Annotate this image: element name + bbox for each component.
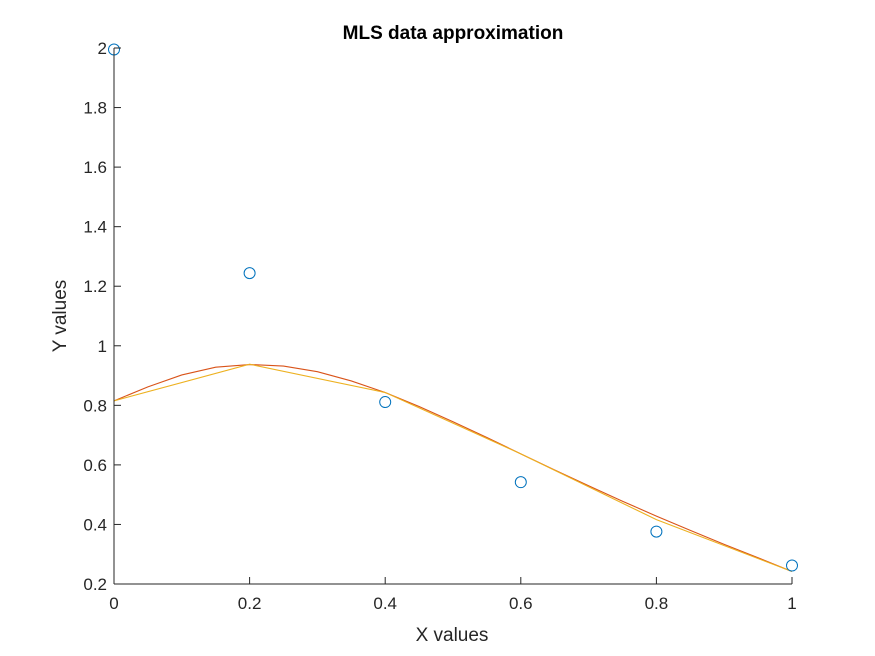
data-point — [514, 476, 527, 489]
x-axis-label: X values — [416, 625, 489, 646]
data-point — [379, 396, 392, 409]
x-tick-label: 0.2 — [238, 594, 262, 613]
series-line-1 — [113, 363, 793, 572]
x-tick-label: 0.6 — [509, 594, 533, 613]
y-tick-label: 0.2 — [83, 575, 107, 594]
y-tick-label: 2 — [98, 39, 107, 58]
data-point — [243, 267, 256, 280]
x-tick-label: 0 — [109, 594, 118, 613]
data-point — [650, 525, 663, 538]
y-axis-label: Y values — [50, 280, 71, 353]
x-tick-label: 1 — [787, 594, 796, 613]
x-axis: 0 0.2 0.4 0.6 0.8 1 — [109, 577, 797, 613]
y-axis: 0.2 0.4 0.6 0.8 1 1.2 1.4 1.6 1.8 2 — [83, 39, 121, 594]
x-tick-label: 0.8 — [645, 594, 669, 613]
y-tick-label: 0.8 — [83, 396, 107, 415]
chart-title: MLS data approximation — [343, 23, 564, 44]
y-tick-label: 0.6 — [83, 456, 107, 475]
data-point — [786, 559, 798, 572]
y-tick-label: 1.2 — [83, 277, 107, 296]
y-tick-label: 1.6 — [83, 158, 107, 177]
y-tick-label: 1 — [98, 337, 107, 356]
x-tick-label: 0.4 — [373, 594, 397, 613]
y-tick-label: 0.4 — [83, 515, 107, 534]
y-tick-label: 1.8 — [83, 99, 107, 118]
plot-area — [108, 43, 798, 573]
y-tick-label: 1.4 — [83, 218, 107, 237]
series-line-2 — [113, 363, 793, 573]
